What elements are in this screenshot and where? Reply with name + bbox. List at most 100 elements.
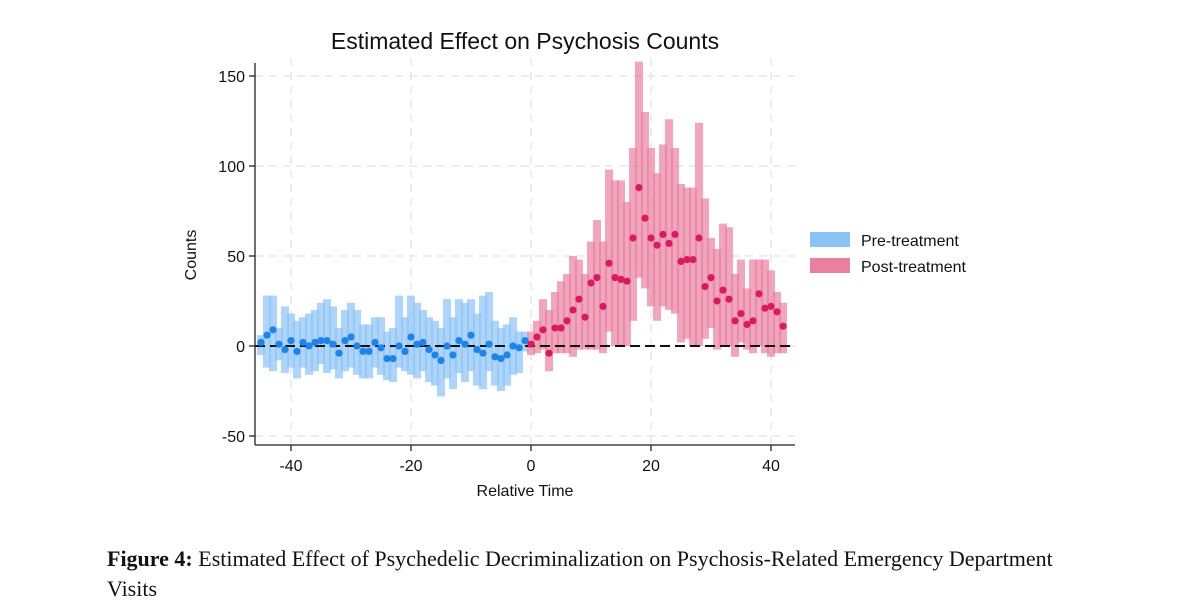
data-point	[611, 274, 619, 282]
ci-band	[412, 302, 422, 379]
ci-band	[580, 274, 590, 350]
data-point	[635, 184, 643, 192]
data-point	[443, 342, 451, 350]
data-point	[521, 337, 529, 345]
ci-band	[772, 292, 782, 354]
y-tick-label: -50	[222, 429, 245, 446]
x-tick-label: 0	[527, 458, 536, 475]
caption-text: Estimated Effect of Psychedelic Decrimin…	[107, 546, 1053, 601]
data-point	[665, 239, 673, 247]
data-point	[335, 349, 343, 357]
ci-band	[766, 270, 776, 357]
data-point	[329, 340, 337, 348]
ci-band	[268, 295, 278, 372]
caption-label: Figure 4:	[107, 546, 193, 571]
data-point	[557, 324, 565, 332]
data-point	[311, 338, 319, 346]
ci-band	[604, 169, 614, 332]
ci-band	[316, 302, 326, 364]
ci-band	[622, 202, 632, 346]
data-point	[383, 355, 391, 363]
data-point	[263, 331, 271, 339]
data-point	[287, 337, 295, 345]
ci-band	[640, 112, 650, 289]
data-point	[449, 351, 457, 359]
data-point	[377, 344, 385, 352]
data-point	[761, 304, 769, 312]
data-point	[617, 275, 625, 283]
figure-caption: Figure 4: Estimated Effect of Psychedeli…	[107, 544, 1107, 604]
ci-band	[478, 295, 488, 390]
ci-band	[718, 223, 728, 346]
ci-band	[616, 180, 626, 346]
data-point	[677, 257, 685, 265]
ci-band	[538, 299, 548, 350]
ci-band	[724, 227, 734, 346]
data-point	[641, 214, 649, 222]
data-point	[569, 306, 577, 314]
ci-band	[700, 198, 710, 339]
data-point	[269, 326, 277, 334]
data-point	[497, 355, 505, 363]
data-point	[431, 351, 439, 359]
ci-band	[262, 295, 272, 368]
ci-band	[394, 295, 404, 368]
legend: Pre-treatment Post-treatment	[810, 232, 966, 276]
ci-band	[388, 328, 398, 382]
data-point	[623, 277, 631, 285]
data-point	[539, 326, 547, 334]
data-point	[509, 342, 517, 350]
data-point	[281, 346, 289, 354]
data-point	[713, 297, 721, 305]
ci-band	[754, 259, 764, 346]
data-point	[437, 356, 445, 364]
x-tick-label: 40	[762, 458, 780, 475]
data-point	[395, 342, 403, 350]
ci-band	[682, 187, 692, 339]
data-point	[491, 353, 499, 361]
data-point	[545, 349, 553, 357]
ci-band	[598, 241, 608, 354]
data-point	[629, 234, 637, 242]
ci-band	[628, 148, 638, 321]
data-point	[779, 322, 787, 330]
data-point	[257, 338, 265, 346]
ci-band	[592, 220, 602, 350]
legend-label-post-treatment: Post-treatment	[861, 259, 966, 276]
data-point	[707, 274, 715, 282]
data-point	[359, 347, 367, 355]
ci-band	[586, 241, 596, 350]
chart: -50 0 50 100 150 -40 -20 0 20 40 Estimated Effect…	[183, 28, 966, 500]
data-point	[575, 295, 583, 303]
data-point	[605, 259, 613, 267]
data-point	[473, 346, 481, 354]
data-point	[323, 337, 331, 345]
data-point	[563, 317, 571, 325]
data-point	[485, 340, 493, 348]
ci-band	[328, 306, 338, 370]
ci-band	[694, 122, 704, 346]
ci-band	[610, 180, 620, 346]
data-point	[731, 317, 739, 325]
data-point	[413, 340, 421, 348]
ci-band	[730, 274, 740, 357]
y-tick-label: 50	[227, 249, 245, 266]
data-point	[317, 337, 325, 345]
ci-band	[568, 256, 578, 357]
data-point	[293, 347, 301, 355]
data-point	[551, 324, 559, 332]
ci-band	[514, 331, 524, 373]
y-tick-label: 0	[236, 339, 245, 356]
x-tick-label: 20	[642, 458, 660, 475]
data-point	[725, 295, 733, 303]
ci-band	[664, 119, 674, 310]
data-point	[341, 337, 349, 345]
axes: -50 0 50 100 150 -40 -20 0 20 40	[218, 63, 795, 475]
data-point	[365, 347, 373, 355]
data-point	[455, 337, 463, 345]
ci-band	[562, 274, 572, 354]
data-point	[659, 230, 667, 238]
data-point	[599, 302, 607, 310]
data-point	[647, 234, 655, 242]
x-tick-label: -20	[399, 458, 422, 475]
